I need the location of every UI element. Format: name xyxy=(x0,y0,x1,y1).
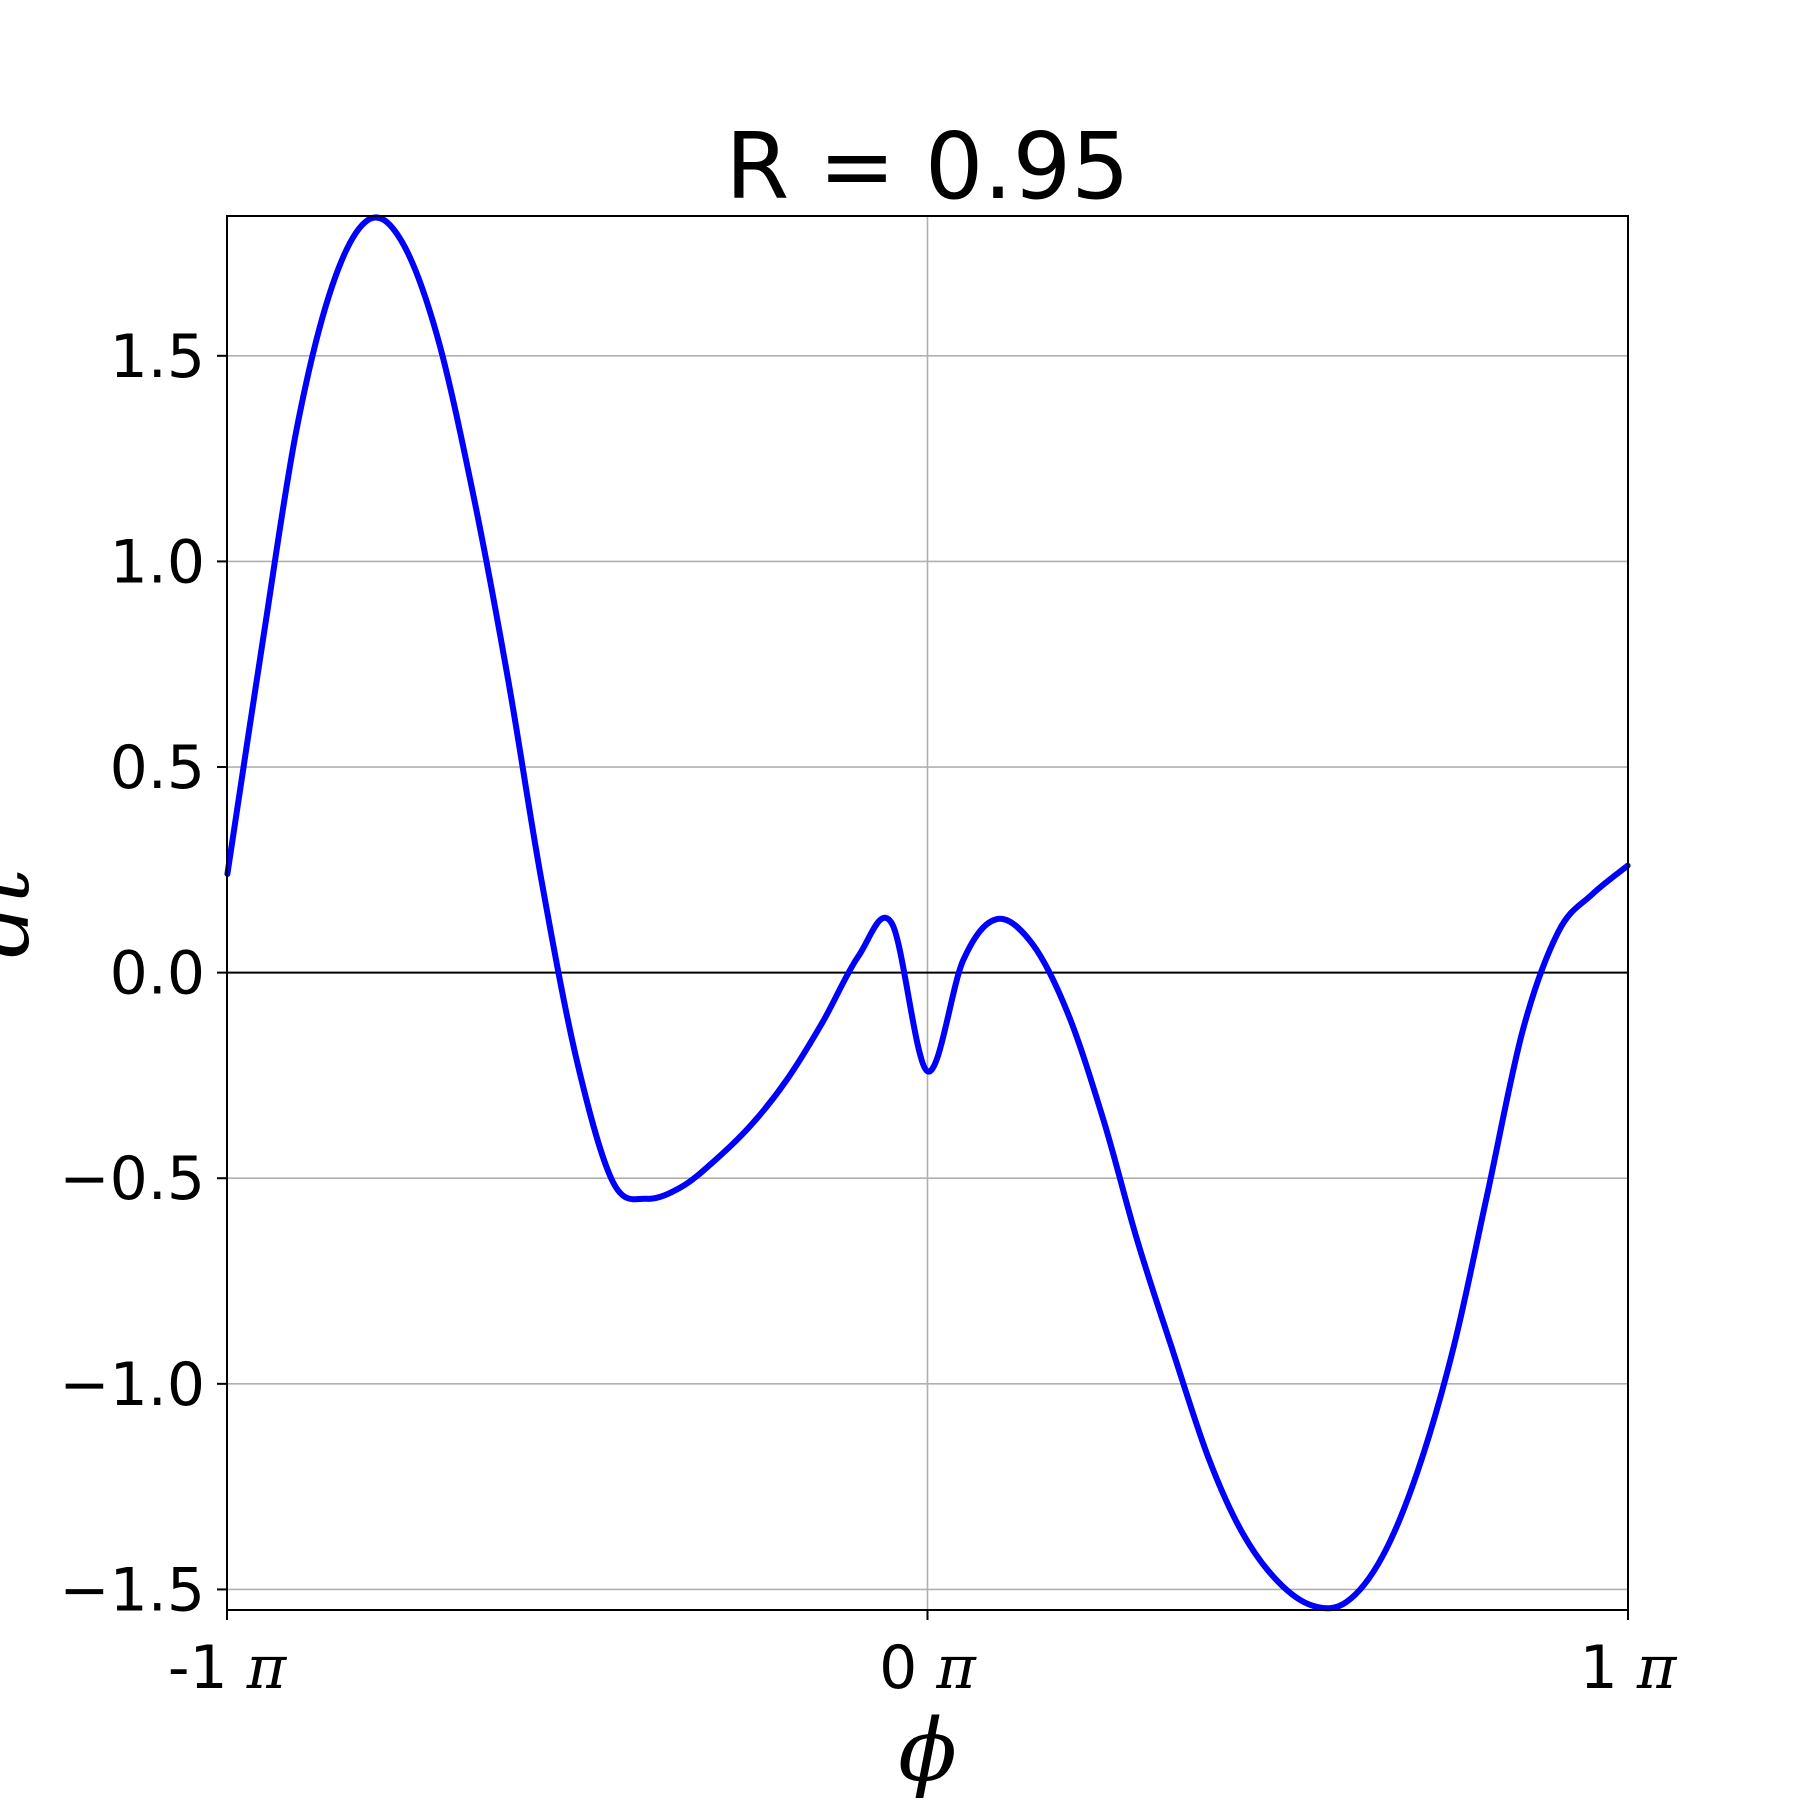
y-axis-label: dt xyxy=(0,868,49,958)
y-tick-label: 0.5 xyxy=(110,733,205,803)
chart-title: R = 0.95 xyxy=(725,113,1129,220)
y-tick-label: 1.0 xyxy=(110,527,205,597)
y-tick-label: −0.5 xyxy=(59,1144,205,1214)
grid xyxy=(226,216,1629,1610)
y-tick-label: −1.0 xyxy=(59,1350,205,1420)
y-tick-label: 1.5 xyxy=(110,322,205,392)
series-line xyxy=(224,214,1631,1612)
y-tick-label: 0.0 xyxy=(110,939,205,1009)
y-axis: −1.5 −1.0 −0.5 0.0 0.5 1.0 1.5 xyxy=(59,322,227,1625)
x-tick-label: -1 π xyxy=(168,1633,288,1703)
x-tick-label: 1 π xyxy=(1580,1633,1678,1703)
y-tick-label: −1.5 xyxy=(59,1555,205,1625)
x-axis-label: ϕ xyxy=(898,1701,957,1800)
x-tick-label: 0 π xyxy=(879,1633,977,1703)
x-axis: -1 π 0 π 1 π xyxy=(168,1610,1678,1703)
